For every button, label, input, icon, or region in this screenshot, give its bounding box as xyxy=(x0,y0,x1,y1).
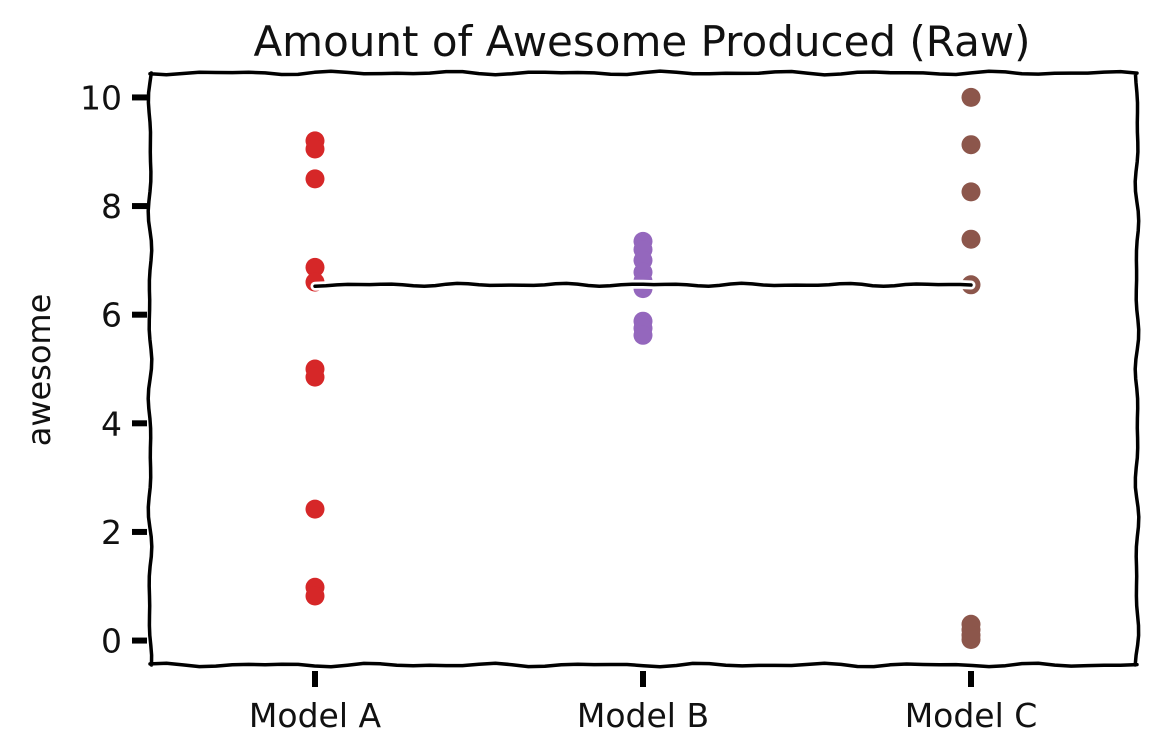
axis-ticks: 0 2 4 6 8 10 Model A Model B Model C xyxy=(80,78,1037,735)
mean-line-group xyxy=(310,278,976,291)
x-tick-label: Model B xyxy=(577,696,709,735)
data-points xyxy=(305,87,981,649)
y-axis-label: awesome xyxy=(20,294,58,447)
y-tick-label: 10 xyxy=(80,78,122,117)
y-tick-label: 2 xyxy=(101,513,122,552)
plot-frame xyxy=(146,69,1141,669)
data-point xyxy=(305,367,325,387)
y-tick-label: 0 xyxy=(101,622,122,661)
data-point xyxy=(961,182,981,202)
chart-title: Amount of Awesome Produced (Raw) xyxy=(253,17,1030,66)
y-tick-label: 8 xyxy=(101,187,122,226)
data-point xyxy=(961,87,981,107)
data-point xyxy=(305,586,325,606)
data-point xyxy=(305,169,325,189)
data-point xyxy=(961,135,981,155)
data-point xyxy=(961,630,981,649)
mean-line xyxy=(313,281,973,289)
data-point xyxy=(305,499,325,519)
x-tick-label: Model A xyxy=(249,696,382,735)
data-point xyxy=(633,325,653,345)
data-point xyxy=(305,139,325,159)
x-tick-label: Model C xyxy=(905,696,1038,735)
data-point xyxy=(305,257,325,277)
y-tick-label: 6 xyxy=(101,296,122,335)
data-point xyxy=(961,229,981,249)
y-tick-label: 4 xyxy=(101,404,122,443)
